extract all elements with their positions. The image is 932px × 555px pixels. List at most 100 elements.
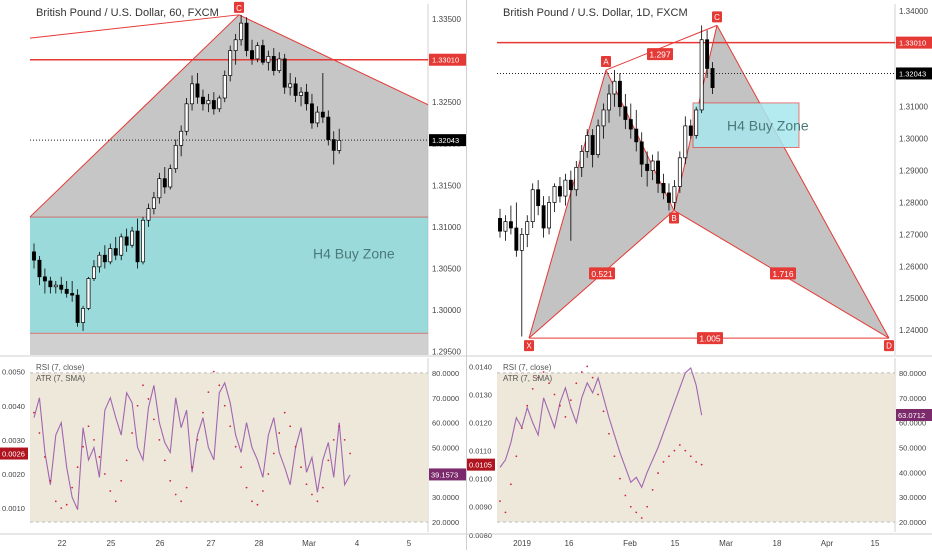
left-atr-dot-30 [196,438,199,441]
left-chart-panel[interactable]: British Pound / U.S. Dollar, 60, FXCM 1.… [0,0,466,550]
left-atr-dot-13 [103,473,106,475]
right-oscillator-pane[interactable]: 80.0000 70.0000 60.0000 50.0000 40.0000 30.00… [467,355,932,540]
left-atr-dot-49 [300,466,302,469]
candle-body-27 [645,163,650,171]
right-rsi-tick-0: 80.0000 [899,369,926,378]
left-rsi-tag-bg [429,468,466,481]
candle-body-31 [201,96,205,105]
left-time-tick-5: Mar [302,539,316,548]
candle-body-15 [113,248,118,256]
right-atr-tick-4: 0.0100 [469,475,492,484]
candle-body-28 [650,160,655,171]
candle-body-21 [612,80,617,95]
left-atr-dot-31 [202,411,204,414]
candle-body-35 [222,75,227,99]
left-atr-dot-40 [251,500,253,503]
left-atr-dot-47 [289,425,292,428]
left-atr-dot-33 [212,370,215,373]
candle-body-11 [91,266,96,279]
right-atr-dot-28 [651,489,654,491]
left-atr-dot-25 [169,479,172,482]
ratio-xd-badge [697,332,723,345]
right-atr-dot-34 [684,449,687,452]
candle-body-29 [656,160,660,184]
right-price-tick-5: 1.29000 [899,167,928,176]
right-atr-dot-13 [569,399,572,401]
candle-body-46 [282,58,287,88]
right-time-axis[interactable]: 2019 16 Feb 15 Mar 18 Apr 15 [467,533,932,548]
right-atr-tag-bg [467,458,495,471]
candle-body-14 [574,167,579,191]
candle-body-9 [81,308,85,323]
right-price-plot[interactable]: H4 Buy Zone X A B C D 1.297 0.521 1.716 1.005 1.33… [497,4,932,355]
left-atr-dot-3 [49,479,52,482]
candle-body-23 [623,106,628,120]
right-rsi-tick-5: 30.0000 [899,493,926,502]
left-price-plot[interactable]: H4 Buy Zone C 1.33010 1.32043 [29,1,466,355]
last-price-tag: 1.32043 [899,69,926,78]
left-atr-dot-35 [223,404,226,407]
left-rsi-band [30,372,428,523]
candle-body-29 [190,83,194,105]
left-time-axis[interactable]: 22 25 26 27 28 Mar 4 5 [0,533,466,548]
left-atr-dot-45 [278,432,281,434]
leg-cd [716,25,890,339]
candle-body-45 [277,58,282,71]
candle-body-26 [173,145,178,170]
candle-body-15 [579,151,584,168]
left-atr-dot-16 [120,479,123,482]
right-atr-tick-2: 0.0120 [469,419,492,428]
right-time-tick-3: 15 [671,539,680,548]
left-atr-dot-42 [262,490,264,492]
right-chart[interactable]: British Pound / U.S. Dollar, 1D, FXCM 1.… [467,0,932,550]
right-atr-dot-3 [515,455,518,458]
candle-body-14 [108,248,113,263]
left-atr-dot-2 [44,456,46,458]
candle-body-32 [672,186,677,203]
left-atr-dot-21 [147,398,150,400]
candle-body-50 [304,91,309,105]
left-atr-dot-8 [76,466,79,469]
left-oscillator-pane[interactable]: 80.000070.000060.000050.000040.000030.00… [0,355,466,532]
right-chart-panel[interactable]: British Pound / U.S. Dollar, 1D, FXCM 1.… [466,0,932,550]
last-price-tag-bg [429,134,466,147]
right-atr-dot-2 [510,483,512,486]
left-atr-dot-1 [38,432,41,434]
left-atr-dot-44 [272,452,275,455]
left-rsi-tick-3: 50.0000 [432,443,459,452]
right-rsi-line [499,366,703,489]
left-rsi-label: RSI (7, close) [36,363,85,372]
candle-body-52 [315,111,320,124]
candle-body-25 [168,168,173,188]
candle-body-8 [75,294,80,323]
left-rsi-tick-0: 80.0000 [432,369,459,378]
left-atr-dot-14 [109,490,112,492]
candle-body-4 [519,234,524,251]
right-atr-dot-9 [548,382,550,385]
point-b-badge [669,212,679,224]
right-rsi-tick-2: 60.0000 [899,419,926,428]
left-atr-dot-58 [349,452,351,455]
candle-body-12 [97,254,102,268]
left-atr-dot-39 [245,486,248,489]
right-rsi-tag-bg [896,408,932,421]
right-atr-dot-18 [597,393,599,396]
left-atr-dot-43 [267,473,270,475]
left-chart[interactable]: British Pound / U.S. Dollar, 60, FXCM 1.… [0,0,466,550]
ratio-xb-badge [589,267,615,280]
candle-body-16 [585,135,590,152]
left-time-tick-7: 5 [407,539,412,548]
left-atr-dot-50 [305,483,308,486]
point-c-label: C [714,13,720,22]
point-x-label: X [526,342,532,351]
right-time-tick-4: Mar [719,539,733,548]
right-rsi-tag: 63.0712 [898,411,925,420]
left-price-tick-4: 1.31500 [432,181,461,190]
point-a-label: A [603,58,609,67]
candle-body-24 [628,119,633,130]
ratio-bd-label: 1.716 [772,269,794,279]
left-atr-dot-24 [163,459,166,462]
right-atr-tag: 0.0105 [469,461,492,470]
left-atr-tag: 0.0026 [2,450,25,459]
left-atr-dot-54 [327,459,330,462]
